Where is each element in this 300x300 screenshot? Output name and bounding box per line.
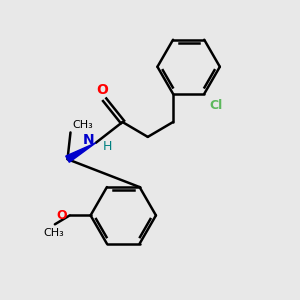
Text: H: H (103, 140, 112, 153)
Text: O: O (57, 209, 68, 222)
Text: CH₃: CH₃ (72, 120, 93, 130)
Text: CH₃: CH₃ (43, 228, 64, 238)
Text: Cl: Cl (210, 99, 223, 112)
Polygon shape (66, 143, 96, 162)
Text: O: O (96, 83, 108, 97)
Text: N: N (82, 134, 94, 148)
